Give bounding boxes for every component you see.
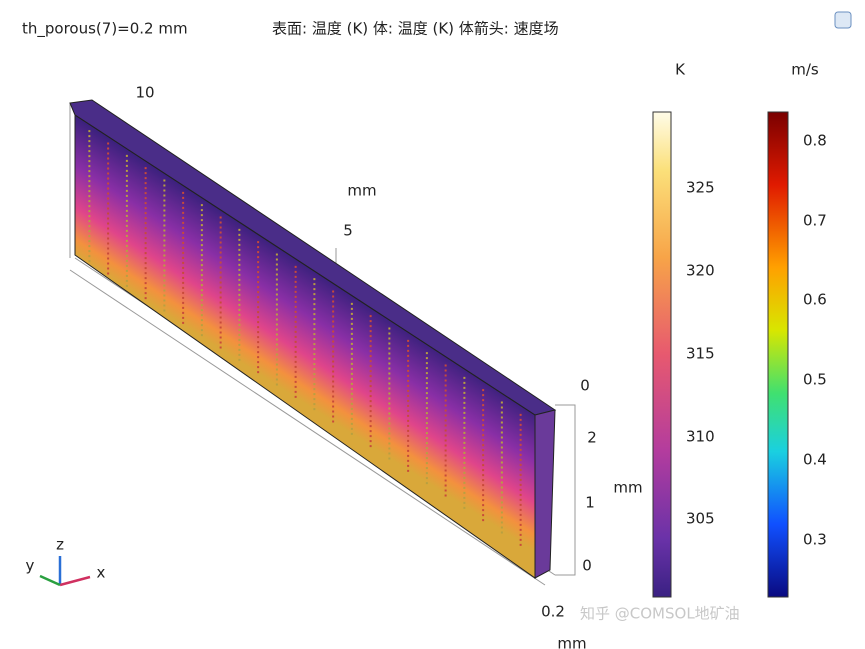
legend-tick: 325 [686,179,715,197]
view-icon[interactable] [834,11,852,29]
parameter-label: th_porous(7)=0.2 mm [22,20,188,39]
axis-tick: 0 [582,557,592,575]
legend-tick: 0.7 [803,212,827,230]
triad-label: y [26,557,35,575]
velocity-arrows [88,130,522,546]
legend-tick: 0.4 [803,451,827,469]
legend-tick: 305 [686,510,715,528]
triad-label: x [97,564,106,582]
axis-tick: 10 [135,84,154,102]
legend-unit: m/s [791,61,819,79]
plot-description: 表面: 温度 (K) 体: 温度 (K) 体箭头: 速度场 [272,20,559,38]
legend-tick: 0.8 [803,132,827,150]
axis-tick: 0 [580,377,590,395]
axis-tick: 0.2 [541,603,565,621]
legend-tick: 320 [686,262,715,280]
axis-tick: 1 [585,494,595,512]
watermark: 知乎 @COMSOL地矿油 [580,605,740,623]
axis-unit: mm [347,182,376,200]
axis-unit: mm [613,479,642,497]
triad-y [39,574,61,587]
legend-tick: 0.6 [803,291,827,309]
side-face [534,409,556,579]
triad-label: z [56,536,64,554]
triad-x [59,575,91,587]
velocity-colorbar [767,111,789,598]
front-outline [74,114,536,579]
legend-tick: 315 [686,345,715,363]
temperature-colorbar [652,111,672,598]
legend-unit: K [675,61,686,79]
axis-tick: 5 [343,222,353,240]
front-face [75,115,535,578]
legend-tick: 0.5 [803,371,827,389]
legend-tick: 310 [686,428,715,446]
legend-tick: 0.3 [803,531,827,549]
axis-tick: 2 [587,429,597,447]
axis-unit: mm [557,635,586,649]
